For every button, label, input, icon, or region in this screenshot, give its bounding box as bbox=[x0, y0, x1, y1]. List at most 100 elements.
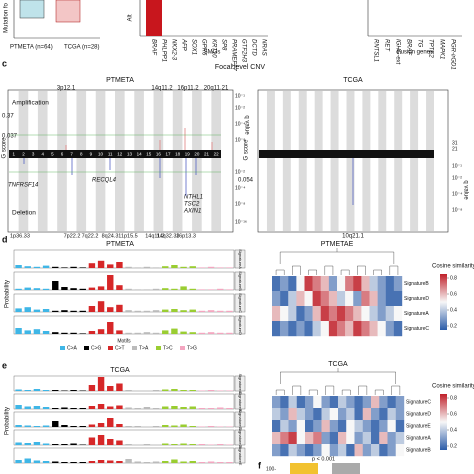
bar bbox=[171, 328, 178, 334]
axis-title: Probability bbox=[5, 280, 11, 308]
bar bbox=[152, 426, 160, 427]
bar bbox=[24, 287, 31, 290]
heat-cell bbox=[371, 408, 380, 421]
heat-cell bbox=[321, 408, 330, 421]
bar bbox=[146, 0, 162, 36]
heat-cell bbox=[369, 291, 378, 307]
bar bbox=[79, 462, 86, 463]
colorbar-label: 0.2 bbox=[450, 443, 457, 449]
bar bbox=[88, 385, 96, 391]
bar bbox=[88, 331, 96, 334]
heat-cell bbox=[395, 444, 405, 457]
bar bbox=[143, 310, 151, 312]
heat-cell bbox=[329, 396, 339, 409]
peak-label: 7p22.2 bbox=[64, 233, 81, 239]
bar bbox=[42, 443, 50, 445]
row-label: SignatureC bbox=[404, 326, 429, 332]
bar bbox=[61, 462, 68, 463]
chrom-stripe bbox=[57, 91, 67, 231]
legend-swatch bbox=[180, 346, 185, 350]
bar bbox=[15, 389, 22, 391]
bar bbox=[180, 286, 187, 290]
heat-cell bbox=[385, 276, 395, 292]
bar bbox=[217, 288, 224, 290]
bar bbox=[152, 267, 160, 268]
heat-cell bbox=[272, 321, 281, 337]
bar bbox=[189, 288, 196, 290]
heat-cell bbox=[305, 408, 314, 421]
bar bbox=[198, 426, 206, 427]
heat-cell bbox=[280, 408, 289, 421]
bar bbox=[207, 266, 215, 268]
gene-label: RNTSL1 bbox=[372, 39, 378, 62]
heat-cell bbox=[353, 291, 362, 307]
bar bbox=[107, 386, 114, 391]
heat-cell bbox=[304, 291, 313, 307]
chrom-band bbox=[9, 150, 221, 158]
dendrogram bbox=[275, 389, 285, 395]
chrom-stripe bbox=[298, 91, 307, 231]
row-label: SignatureC bbox=[406, 399, 431, 405]
chrom-stripe bbox=[192, 91, 202, 231]
chrom-label: 9 bbox=[90, 152, 93, 157]
heat-cell bbox=[288, 321, 297, 337]
bar bbox=[52, 408, 59, 409]
bar bbox=[33, 442, 41, 445]
gene-label: TSC2 bbox=[184, 202, 200, 208]
bar bbox=[79, 310, 86, 312]
heat-cell bbox=[321, 396, 330, 409]
heat-cell bbox=[313, 408, 322, 421]
row-label: SignatureA bbox=[406, 435, 431, 441]
heat-cell bbox=[313, 444, 322, 457]
heat-cell bbox=[313, 432, 322, 445]
bar bbox=[162, 288, 169, 290]
heat-cell bbox=[362, 444, 372, 457]
heat-cell bbox=[369, 276, 378, 292]
bar bbox=[107, 264, 114, 268]
chrom-label: 22 bbox=[214, 152, 220, 157]
bar bbox=[70, 462, 77, 463]
signature-name: SignatureD bbox=[238, 427, 243, 447]
region-label: Amplification bbox=[12, 100, 49, 107]
bar bbox=[116, 304, 123, 312]
bar bbox=[15, 460, 22, 463]
bar bbox=[61, 287, 68, 290]
bar bbox=[180, 461, 187, 463]
heat-cell bbox=[329, 444, 339, 457]
chrom-stripe bbox=[282, 91, 291, 231]
bar bbox=[143, 390, 151, 391]
gene-label: SOX1 bbox=[190, 39, 196, 55]
bar bbox=[171, 288, 178, 290]
bar bbox=[52, 310, 59, 312]
bar bbox=[189, 444, 196, 445]
chrom-stripe bbox=[266, 91, 275, 231]
bar bbox=[33, 389, 41, 391]
heat-cell bbox=[329, 420, 339, 433]
dendrogram bbox=[391, 385, 401, 395]
chrom-stripe bbox=[211, 91, 221, 231]
bar bbox=[116, 330, 123, 334]
strip-frame bbox=[13, 249, 235, 269]
bar bbox=[189, 426, 196, 427]
axis-title: Mutation fo bbox=[4, 2, 10, 32]
bar bbox=[70, 390, 77, 391]
heat-cell bbox=[354, 408, 363, 421]
tick-label: 10⁻⁴ bbox=[235, 185, 245, 191]
bar bbox=[107, 322, 114, 334]
bar bbox=[24, 330, 31, 334]
heat-cell bbox=[296, 432, 306, 445]
heat-cell bbox=[395, 420, 405, 433]
tick-label: 10⁻¹ bbox=[235, 93, 245, 99]
bar bbox=[107, 275, 114, 290]
bar bbox=[171, 265, 178, 268]
chrom-label: 6 bbox=[61, 152, 64, 157]
bar bbox=[107, 307, 114, 312]
row-label: SignatureA bbox=[404, 311, 429, 317]
bar bbox=[61, 267, 68, 268]
legend-label: C>G bbox=[91, 345, 102, 351]
chrom-label: 18 bbox=[175, 152, 181, 157]
heatmap-title: TCGA bbox=[328, 361, 348, 368]
heat-cell bbox=[280, 432, 289, 445]
bar bbox=[198, 462, 206, 463]
heat-cell bbox=[385, 306, 395, 322]
